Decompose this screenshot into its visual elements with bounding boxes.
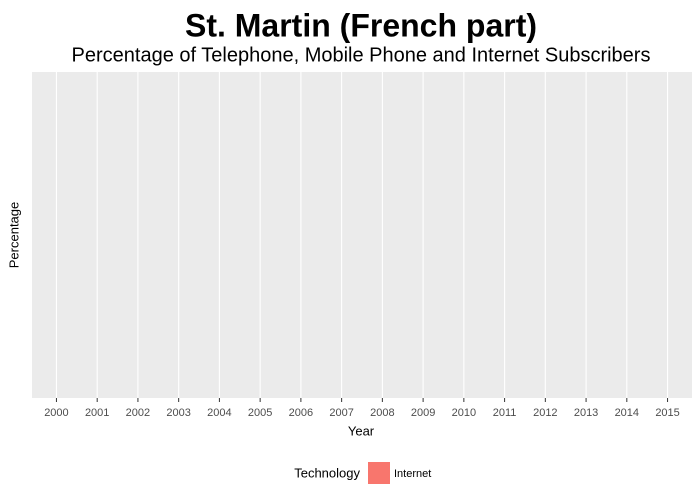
x-tick-label: 2004 [207,407,231,419]
legend-swatch [368,462,390,484]
x-tick-label: 2009 [411,407,435,419]
x-tick-label: 2002 [126,407,150,419]
x-tick-label: 2013 [574,407,598,419]
x-tick-label: 2010 [452,407,476,419]
x-tick-label: 2014 [615,407,639,419]
y-axis-label: Percentage [6,202,21,269]
legend-title: Technology [294,465,360,480]
x-tick-label: 2008 [370,407,394,419]
x-tick-label: 2012 [533,407,557,419]
x-tick-label: 2006 [289,407,313,419]
plot-panel [32,72,692,398]
x-axis-label: Year [348,423,375,438]
chart-title: St. Martin (French part) [185,7,537,43]
x-tick-label: 2005 [248,407,272,419]
x-tick-label: 2001 [85,407,109,419]
x-tick-label: 2011 [493,407,517,419]
x-tick-label: 2003 [166,407,190,419]
chart-subtitle: Percentage of Telephone, Mobile Phone an… [72,44,651,66]
x-tick-label: 2015 [655,407,679,419]
x-tick-label: 2000 [44,407,68,419]
legend-label: Internet [394,468,431,480]
x-tick-label: 2007 [329,407,353,419]
